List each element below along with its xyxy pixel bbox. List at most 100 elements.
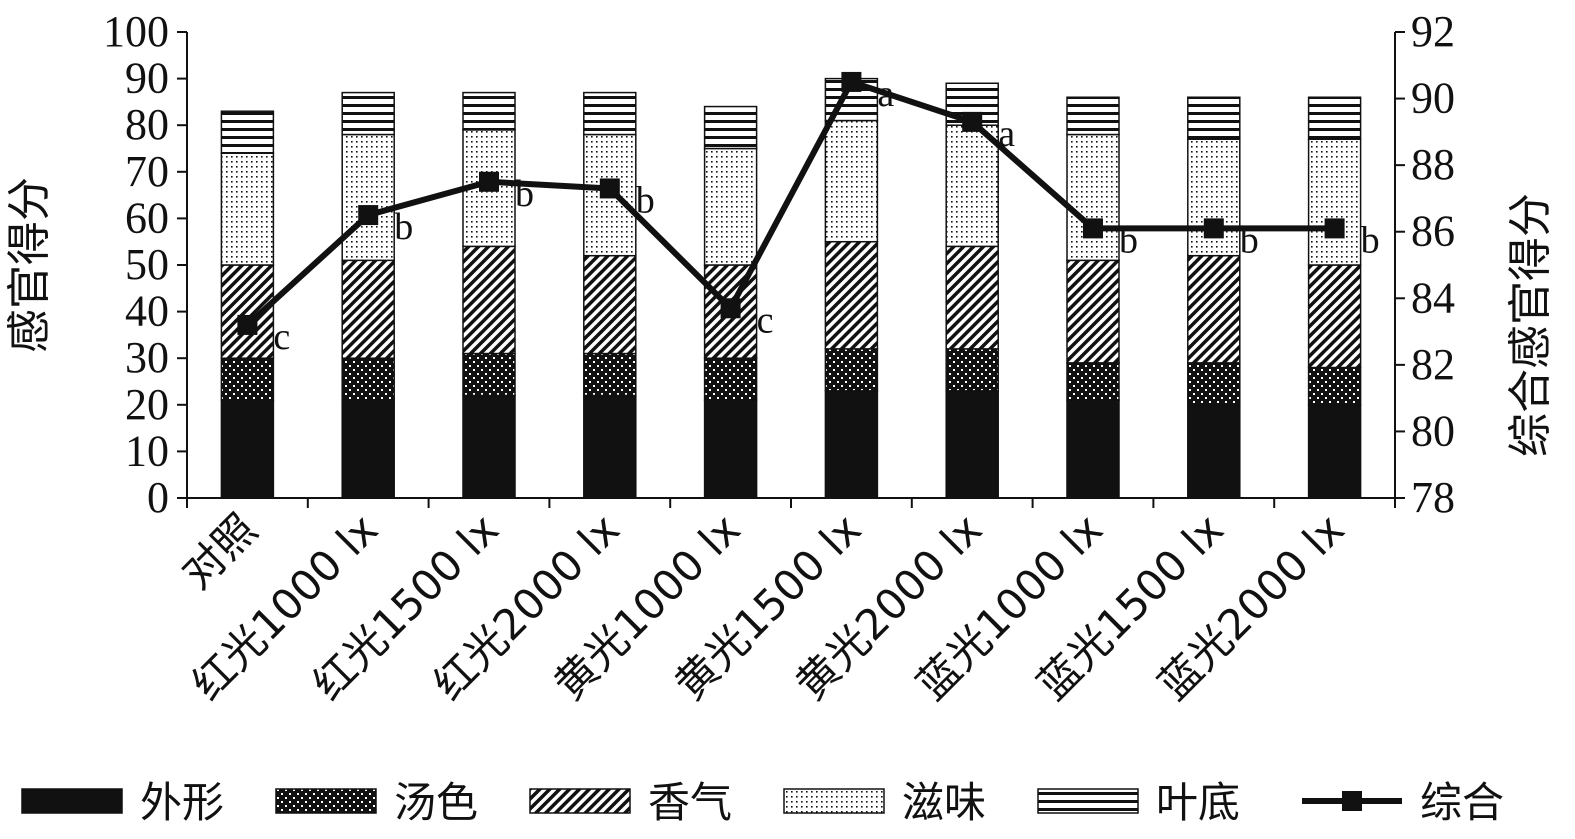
bar-segment-0-0 (220, 399, 275, 499)
bar-segment-4-8 (1187, 96, 1241, 140)
y-tick-label-0: 0 (147, 473, 169, 522)
legend-label-4: 叶底 (1156, 778, 1240, 827)
composite-label-2: b (515, 173, 534, 215)
y2-tick-label-6: 90 (1411, 74, 1455, 123)
bar-segment-2-9 (1307, 264, 1362, 369)
composite-marker-4 (720, 298, 741, 319)
y2-tick-label-7: 92 (1411, 7, 1455, 56)
bar-segment-2-5 (824, 240, 879, 350)
legend-label-1: 汤色 (394, 778, 478, 827)
composite-label-6: a (998, 113, 1015, 155)
composite-marker-3 (599, 178, 620, 199)
bar-segment-1-5 (824, 348, 879, 392)
y-tick-label-8: 80 (125, 100, 169, 149)
composite-label-7: b (1119, 219, 1138, 261)
bar-segment-3-4 (703, 147, 758, 266)
y-tick-label-10: 100 (103, 7, 169, 56)
bar-segment-0-5 (824, 390, 879, 499)
y2-tick-label-1: 80 (1411, 406, 1455, 455)
y-tick-label-1: 10 (125, 426, 169, 475)
y2-tick-label-5: 88 (1411, 140, 1455, 189)
legend-label-3: 滋味 (902, 778, 986, 827)
bar-segment-4-4 (703, 105, 758, 150)
bar-segment-4-0 (220, 110, 275, 154)
line-layer: c b b b c a a b b b (237, 71, 1380, 358)
bar-segment-1-0 (220, 357, 275, 401)
legend-label-5: 综合 (1420, 778, 1504, 827)
bar-segment-2-7 (1066, 259, 1120, 364)
composite-label-4: c (757, 299, 774, 341)
y-axis-title: 感官得分 (4, 177, 55, 353)
composite-label-8: b (1240, 219, 1259, 261)
legend: 外形 汤色 香气 滋味 叶底 综合 (21, 778, 1504, 827)
y-tick-label-7: 70 (125, 147, 169, 196)
y2-tick-label-3: 84 (1411, 273, 1455, 322)
composite-marker-7 (1083, 218, 1103, 239)
bar-segment-4-2 (462, 91, 516, 131)
bar-segment-4-3 (583, 91, 637, 136)
composite-label-0: c (273, 316, 290, 358)
legend-swatch-4 (1037, 788, 1139, 814)
bar-segment-4-1 (341, 91, 395, 136)
bar-segment-0-9 (1307, 404, 1362, 499)
legend-marker-5 (1342, 791, 1362, 811)
y2-axis-title: 综合感官得分 (1505, 193, 1556, 457)
composite-label-5: a (877, 73, 894, 115)
bar-segment-0-1 (341, 399, 395, 499)
composite-label-9: b (1361, 219, 1380, 261)
composite-line (245, 78, 1335, 328)
y2-tick-label-0: 78 (1411, 473, 1455, 522)
legend-swatch-0 (21, 788, 123, 814)
y-tick-label-5: 50 (125, 240, 169, 289)
bar-segment-0-6 (945, 390, 999, 499)
composite-marker-6 (962, 111, 983, 132)
bar-segment-0-8 (1187, 404, 1241, 499)
bar-segment-3-6 (945, 124, 999, 248)
composite-marker-9 (1324, 218, 1345, 239)
y2-tick-label-4: 86 (1411, 207, 1455, 256)
legend-label-2: 香气 (648, 778, 732, 827)
legend-swatch-1 (275, 788, 377, 814)
composite-label-1: b (394, 206, 413, 248)
y2-tick-label-2: 82 (1411, 340, 1455, 389)
bar-segment-3-1 (341, 133, 395, 262)
bar-segment-0-4 (703, 399, 758, 499)
composite-marker-0 (237, 314, 258, 335)
bar-segment-0-7 (1066, 399, 1120, 499)
legend-label-0: 外形 (140, 778, 224, 827)
y-tick-label-4: 40 (125, 287, 169, 336)
y-tick-label-2: 20 (125, 380, 169, 429)
y-tick-label-9: 90 (125, 54, 169, 103)
bar-segment-3-9 (1307, 138, 1362, 266)
bar-segment-4-9 (1307, 96, 1362, 140)
composite-marker-2 (479, 171, 499, 192)
bar-segment-1-7 (1066, 362, 1120, 401)
bar-segment-1-2 (462, 352, 516, 397)
bar-segment-2-1 (341, 259, 395, 359)
bar-segment-3-8 (1187, 138, 1241, 257)
bar-segment-2-2 (462, 245, 516, 355)
bar-segment-0-2 (462, 394, 516, 499)
bar-segment-1-3 (583, 352, 637, 397)
composite-label-3: b (636, 179, 655, 221)
composite-marker-1 (358, 205, 379, 226)
x-tick-label-0: 对照 (172, 504, 266, 598)
bar-segment-1-1 (341, 357, 395, 401)
bar-segment-3-7 (1066, 133, 1120, 262)
bar-segment-1-8 (1187, 362, 1241, 406)
bars-layer (220, 77, 1362, 499)
bar-segment-2-3 (583, 254, 637, 355)
bar-segment-1-6 (945, 348, 999, 392)
legend-swatch-3 (783, 788, 885, 814)
y-tick-label-3: 30 (125, 333, 169, 382)
bar-segment-3-5 (824, 119, 879, 243)
bar-segment-2-8 (1187, 254, 1241, 364)
bar-segment-2-6 (945, 245, 999, 350)
y-tick-label-6: 60 (125, 193, 169, 242)
bar-segment-1-4 (703, 357, 758, 401)
composite-marker-8 (1203, 218, 1224, 239)
bar-segment-0-3 (583, 394, 637, 499)
